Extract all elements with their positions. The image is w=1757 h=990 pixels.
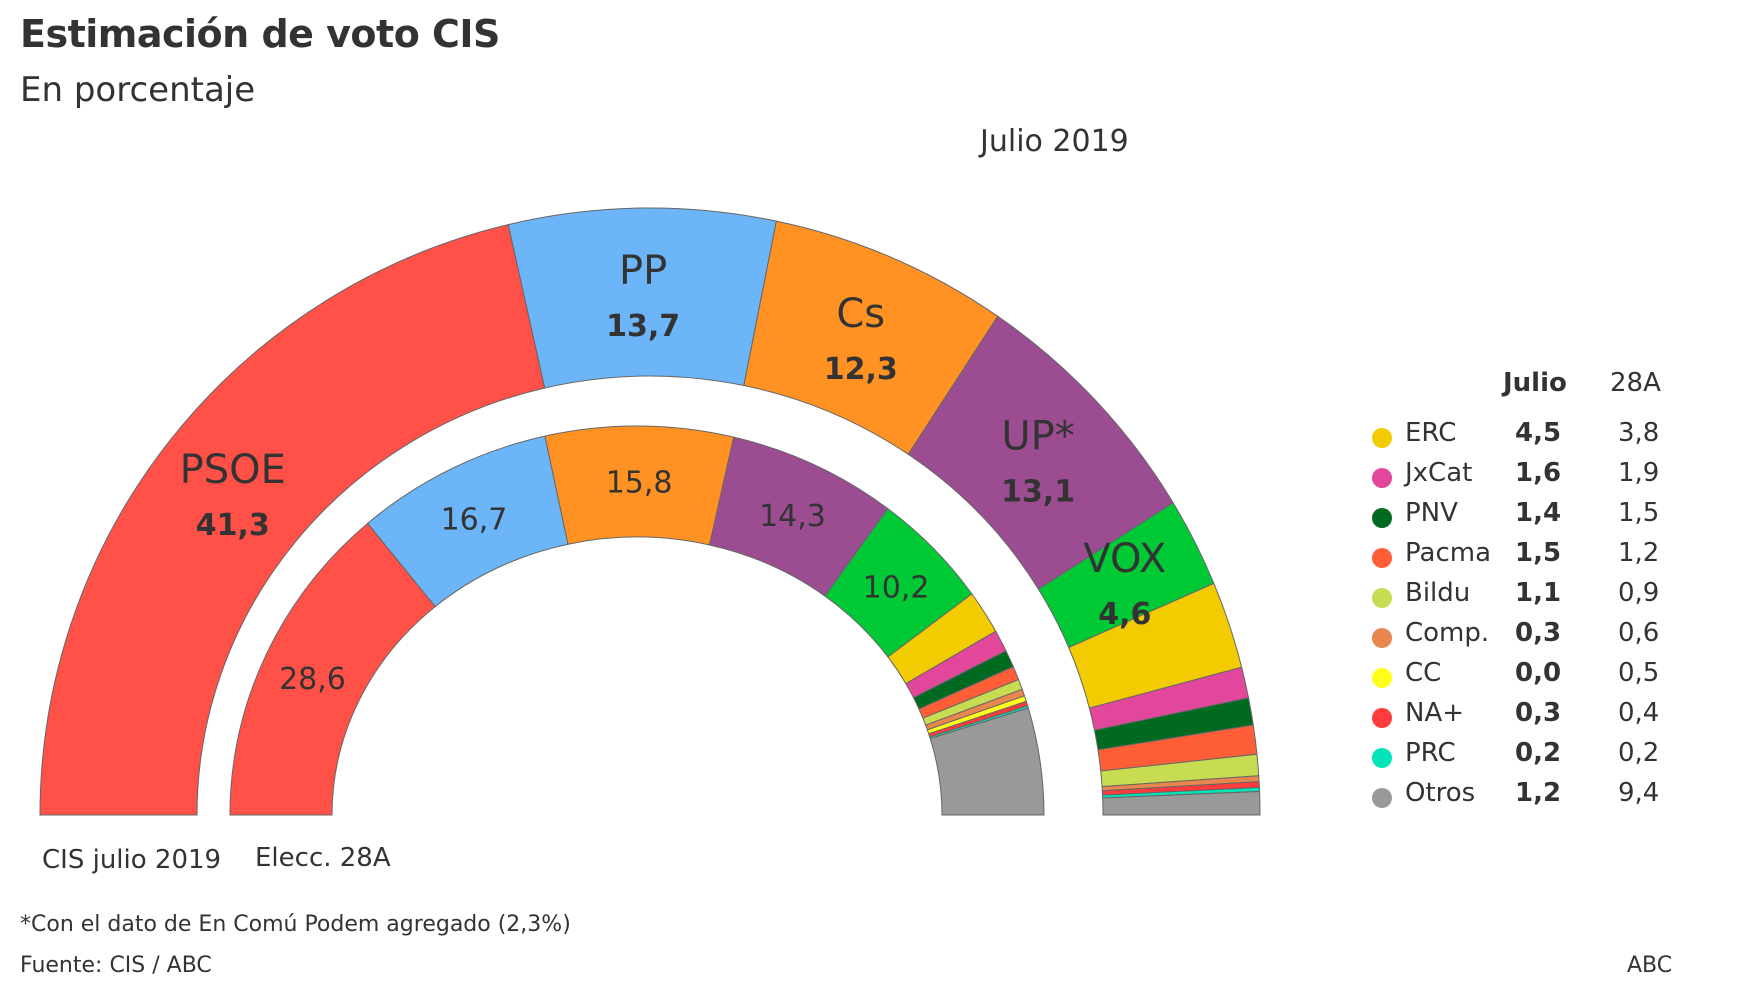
legend-color-dot: [1372, 628, 1392, 648]
legend-row: PNV 1,4 1,5: [1360, 496, 1680, 534]
legend-row: Otros 1,2 9,4: [1360, 776, 1680, 814]
legend-row: Comp. 0,3 0,6: [1360, 616, 1680, 654]
legend-color-dot: [1372, 668, 1392, 688]
legend-header-julio: Julio: [1503, 368, 1567, 398]
legend-color-dot: [1372, 428, 1392, 448]
legend-party-name: ERC: [1405, 418, 1457, 448]
inner-party-value: 15,8: [606, 466, 673, 501]
legend-row: Pacma 1,5 1,2: [1360, 536, 1680, 574]
legend-color-dot: [1372, 788, 1392, 808]
legend-party-name: CC: [1405, 658, 1442, 688]
legend-28a-value: 0,2: [1618, 738, 1660, 768]
legend-28a-value: 9,4: [1618, 778, 1660, 808]
inner-party-value: 16,7: [441, 503, 508, 538]
legend-28a-value: 1,5: [1618, 498, 1660, 528]
legend-28a-value: 0,6: [1618, 618, 1660, 648]
legend-julio-value: 0,3: [1515, 618, 1562, 648]
legend-row: CC 0,0 0,5: [1360, 656, 1680, 694]
legend-party-name: PRC: [1405, 738, 1456, 768]
legend-row: NA+ 0,3 0,4: [1360, 696, 1680, 734]
legend-color-dot: [1372, 548, 1392, 568]
outer-party-value: 12,3: [824, 352, 898, 387]
legend-party-name: NA+: [1405, 698, 1465, 728]
inner-party-value: 10,2: [863, 570, 930, 605]
outer-party-name: PSOE: [180, 447, 286, 493]
legend-julio-value: 0,2: [1515, 738, 1562, 768]
legend-julio-value: 1,1: [1515, 578, 1562, 608]
legend-row: PRC 0,2 0,2: [1360, 736, 1680, 774]
legend-color-dot: [1372, 708, 1392, 728]
legend-party-name: Otros: [1405, 778, 1476, 808]
period-label: Julio 2019: [980, 124, 1129, 159]
outer-segment-psoe: [39, 224, 546, 816]
legend-color-dot: [1372, 748, 1392, 768]
footnote: *Con el dato de En Comú Podem agregado (…: [20, 912, 571, 937]
inner-ring-28a: [229, 425, 1045, 816]
legend-julio-value: 1,6: [1515, 458, 1562, 488]
legend-julio-value: 1,5: [1515, 538, 1562, 568]
legend-party-name: Bildu: [1405, 578, 1471, 608]
brand-label: ABC: [1627, 953, 1673, 978]
outer-ring-label: CIS julio 2019: [42, 845, 222, 875]
inner-party-value: 14,3: [759, 499, 826, 534]
legend-julio-value: 1,4: [1515, 498, 1562, 528]
outer-party-value: 4,6: [1098, 597, 1151, 632]
inner-ring-label: Elecc. 28A: [255, 843, 391, 873]
legend-julio-value: 0,3: [1515, 698, 1562, 728]
outer-segment-pp: [507, 207, 777, 389]
legend-28a-value: 0,4: [1618, 698, 1660, 728]
legend-28a-value: 1,9: [1618, 458, 1660, 488]
legend-party-name: Comp.: [1405, 618, 1490, 648]
legend-color-dot: [1372, 468, 1392, 488]
inner-party-value: 28,6: [279, 662, 346, 697]
chart-title: Estimación de voto CIS: [20, 12, 500, 56]
outer-party-name: PP: [619, 248, 667, 294]
legend-row: ERC 4,5 3,8: [1360, 416, 1680, 454]
legend-28a-value: 1,2: [1618, 538, 1660, 568]
outer-party-name: Cs: [836, 291, 885, 337]
outer-party-name: VOX: [1083, 536, 1166, 582]
legend-row: JxCat 1,6 1,9: [1360, 456, 1680, 494]
source-label: Fuente: CIS / ABC: [20, 953, 212, 978]
legend-party-name: Pacma: [1405, 538, 1491, 568]
outer-ring-julio: [39, 207, 1261, 816]
outer-party-value: 41,3: [196, 508, 270, 543]
legend-color-dot: [1372, 508, 1392, 528]
legend-header-28a: 28A: [1610, 368, 1661, 398]
legend-julio-value: 1,2: [1515, 778, 1562, 808]
legend-28a-value: 3,8: [1618, 418, 1660, 448]
legend-row: Bildu 1,1 0,9: [1360, 576, 1680, 614]
legend-julio-value: 4,5: [1515, 418, 1562, 448]
legend-28a-value: 0,5: [1618, 658, 1660, 688]
legend-party-name: PNV: [1405, 498, 1458, 528]
outer-party-value: 13,7: [606, 309, 680, 344]
legend-julio-value: 0,0: [1515, 658, 1562, 688]
legend-party-name: JxCat: [1405, 458, 1473, 488]
outer-party-value: 13,1: [1001, 475, 1075, 510]
chart-subtitle: En porcentaje: [20, 70, 256, 110]
legend-28a-value: 0,9: [1618, 578, 1660, 608]
inner-segment-otros: [929, 707, 1045, 816]
outer-party-name: UP*: [1001, 414, 1074, 460]
outer-segment-otros: [1102, 790, 1261, 816]
legend-color-dot: [1372, 588, 1392, 608]
